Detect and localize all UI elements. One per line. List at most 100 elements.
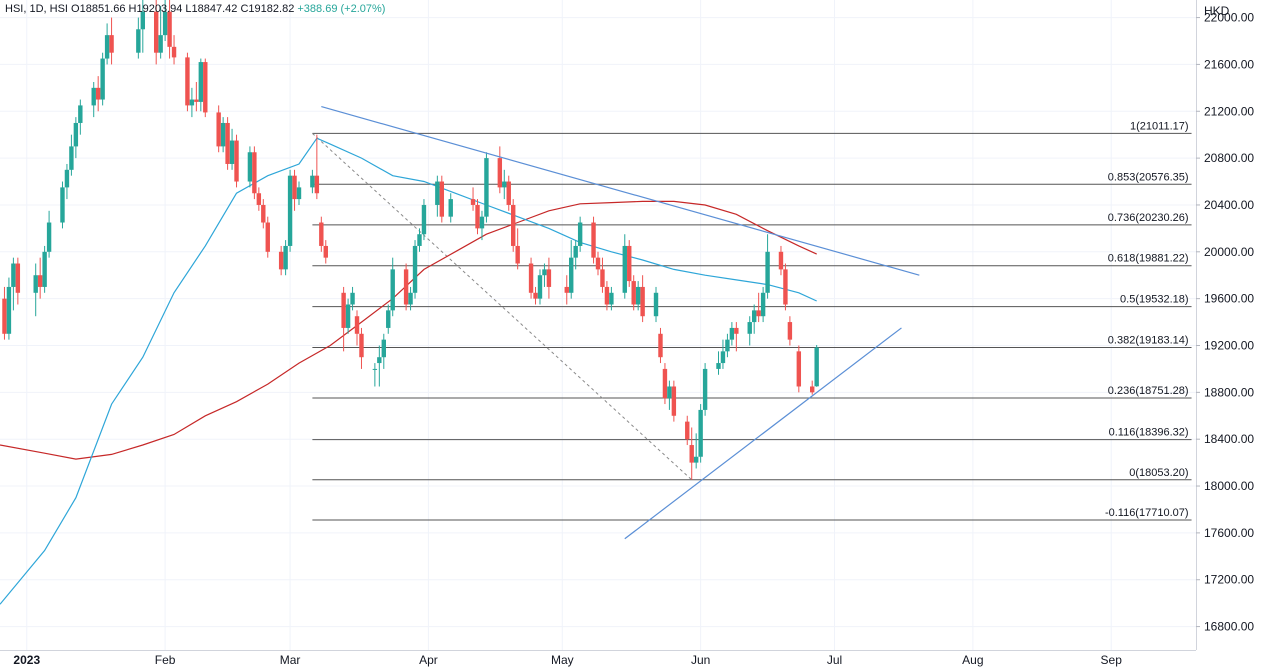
candle-body [104,35,110,59]
candle-body [685,421,690,440]
candle-body [390,269,395,311]
candle-body [194,99,199,102]
moving-average-short [0,137,817,605]
candle-body [635,286,641,305]
candle-body [283,245,288,270]
price-tick-label: 20000.00 [1204,245,1254,259]
candle-body [448,199,453,217]
candle-body [653,292,659,317]
candle-body [252,152,257,194]
time-tick-label: Feb [155,653,176,667]
candle-body [167,11,172,47]
price-tick-label: 19600.00 [1204,292,1254,306]
candle-body [796,351,802,387]
candle-body [2,298,7,334]
moving-average-long [0,200,817,460]
time-axis-panel [0,650,1268,672]
candle-body [412,245,418,293]
high-value: H19203.94 [128,3,183,15]
change-value: +388.69 (+2.07%) [297,3,386,15]
price-tick-label: 16800.00 [1204,620,1254,634]
time-tick-label: Mar [280,653,301,667]
candle-body [470,199,476,205]
price-axis[interactable]: 22000.00 21600.00 21200.00 20800.00 20400.00… [1196,0,1268,672]
candle-body [287,175,293,246]
candle-body [720,351,726,364]
candle-body [60,187,65,223]
candle-body [153,11,159,53]
candle-body [631,281,636,305]
candle-body [600,269,605,287]
candle-body [747,322,752,334]
candle-body [484,158,489,217]
candle-body [296,187,302,200]
price-tick-label: 20800.00 [1204,151,1254,165]
candle-body [658,333,663,358]
open-value: O18851.66 [71,3,126,15]
candle-body [506,181,511,205]
candle-body [577,222,583,246]
candle-body [698,409,703,457]
candle-body [662,368,668,399]
candle-body [435,181,440,205]
candle-body [537,275,543,299]
fib-level-label: 1(21011.17) [1130,120,1189,132]
candle-body [185,57,190,106]
candle-body [319,222,324,246]
candle-body [6,286,12,334]
candle-body [783,269,788,305]
symbol-label: HSI, 1D, HSI [5,3,68,15]
candle-body [595,257,601,270]
candle-body [158,35,163,53]
close-value: C19182.82 [240,3,295,15]
trendline [624,327,902,540]
candle-body [386,310,391,328]
candle-body [417,234,422,246]
candle-body [225,122,230,164]
candle-body [640,286,645,317]
candle-body [810,386,815,393]
candle-body [479,216,485,229]
candle-body [546,269,552,287]
time-tick-label: Sep [1101,653,1123,667]
trendline [321,105,920,276]
candle-body [345,304,351,328]
fib-level-label: 0(18053.20) [1129,467,1188,479]
candle-body [564,286,569,293]
candle-body [216,112,221,147]
candle-body [693,456,699,463]
candle-body [310,175,315,188]
candle-body [314,175,320,194]
candle-body [33,275,38,293]
candle-body [234,140,239,182]
candle-body [95,87,101,100]
candle-body [109,35,114,53]
candle-body [689,445,694,463]
candle-body [203,62,208,113]
time-tick-label: Aug [962,653,983,667]
candle-body [533,292,538,299]
candle-body [69,146,74,170]
candle-body [229,140,235,164]
candle-body [278,251,284,270]
candle-body [778,251,784,270]
price-tick-label: 18800.00 [1204,385,1254,399]
candle-body [377,357,382,364]
candle-body [323,245,328,258]
candle-body [341,292,346,328]
price-tick-label: 17200.00 [1204,573,1254,587]
candle-body [408,292,413,305]
fib-level-label: -0.116(17710.07) [1105,507,1189,519]
candle-body [372,368,378,370]
candle-body [439,181,445,217]
time-axis[interactable]: 2023 Feb Mar Apr May Jun Jul Aug Sep [0,650,1268,672]
price-tick-label: 17600.00 [1204,526,1254,540]
price-tick-label: 20400.00 [1204,198,1254,212]
time-tick-label: Jun [691,653,710,667]
candle-body [542,269,547,276]
candle-body [91,87,96,106]
candle-body [46,222,52,252]
candle-body [354,316,360,334]
fib-level-label: 0.736(20230.26) [1108,212,1189,224]
